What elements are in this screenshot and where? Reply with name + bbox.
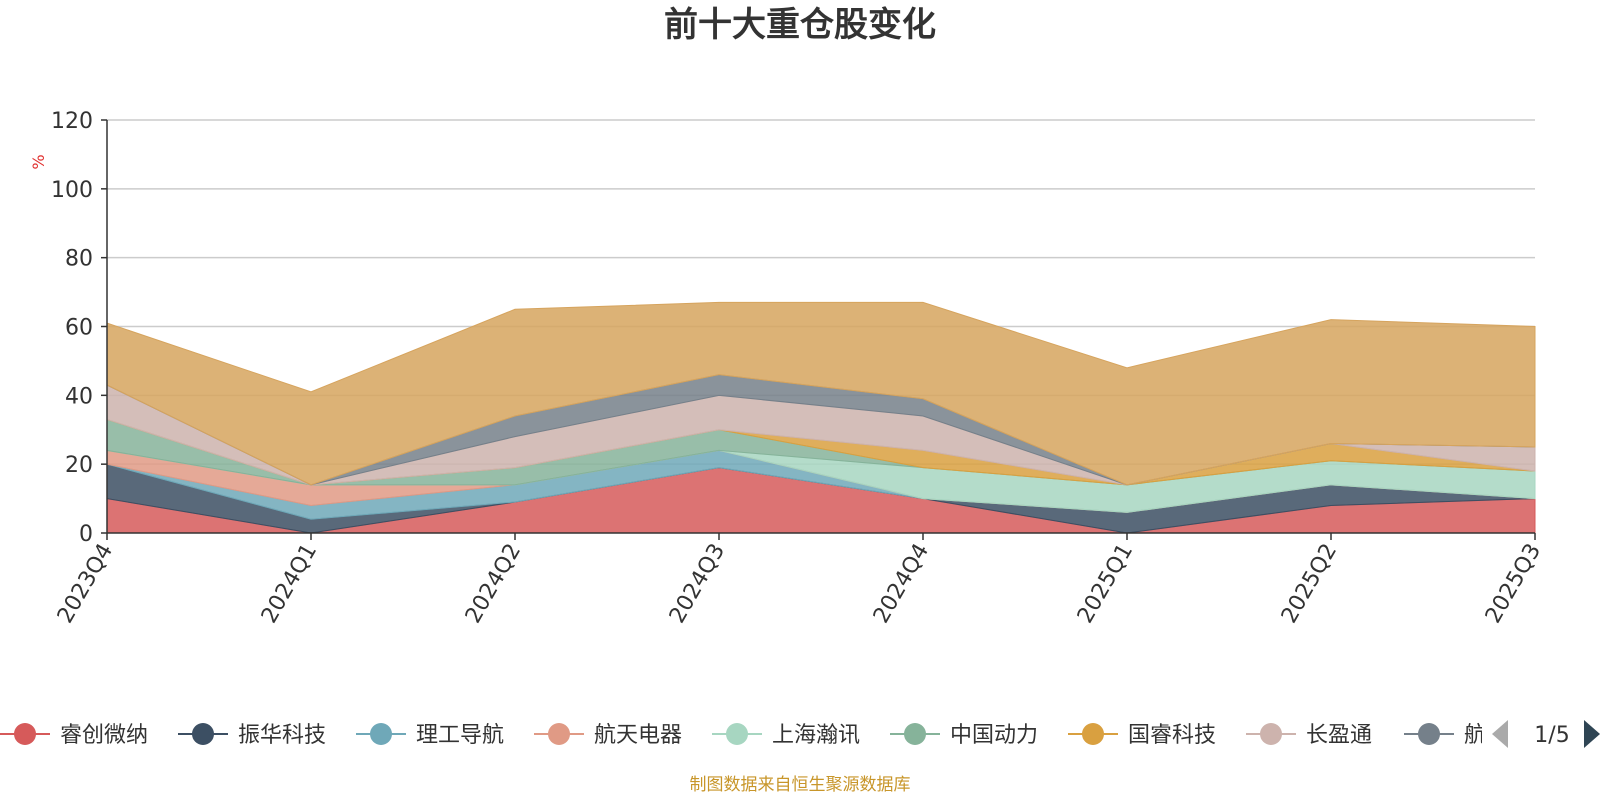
legend-marker [14, 723, 36, 745]
legend-label: 航天南湖 [1464, 723, 1552, 748]
x-tick-label: 2025Q1 [1073, 540, 1138, 628]
legend-label: 上海瀚讯 [772, 723, 860, 748]
y-tick-label: 100 [51, 178, 93, 203]
x-tick-label: 2024Q4 [869, 540, 934, 628]
x-tick-label: 2025Q2 [1277, 540, 1342, 628]
legend-label: 睿创微纳 [60, 723, 148, 748]
y-axis-unit: % [29, 154, 48, 169]
legend-marker [904, 723, 926, 745]
x-tick-label: 2024Q1 [257, 540, 322, 628]
legend-marker [548, 723, 570, 745]
y-tick-label: 80 [65, 247, 93, 272]
legend-item[interactable]: 振华科技 [178, 723, 326, 748]
legend-marker [192, 723, 214, 745]
x-tick-label: 2025Q3 [1481, 540, 1546, 628]
legend-item[interactable]: 航天电器 [534, 723, 682, 748]
legend-label: 航天电器 [594, 723, 682, 748]
x-tick-label: 2024Q2 [461, 540, 526, 628]
legend-next-page-icon[interactable] [1584, 720, 1600, 748]
y-tick-label: 20 [65, 453, 93, 478]
area-series-9 [106, 301, 1536, 486]
legend-item[interactable]: 国睿科技 [1068, 723, 1216, 748]
legend-item[interactable]: 长盈通 [1246, 723, 1372, 748]
y-tick-label: 60 [65, 316, 93, 341]
data-source-note: 制图数据来自恒生聚源数据库 [690, 775, 911, 795]
stacked-areas [106, 301, 1536, 534]
y-tick-label: 120 [51, 109, 93, 134]
legend-marker [726, 723, 748, 745]
legend-label: 国睿科技 [1128, 723, 1216, 748]
legend-items: 睿创微纳 振华科技 理工导航 航天电器 上海瀚讯 中国动力 国睿科技 长盈通 航天南湖 [0, 723, 1552, 748]
legend-label: 长盈通 [1306, 723, 1372, 748]
legend-marker [370, 723, 392, 745]
chart-title: 前十大重仓股变化 [664, 5, 936, 45]
legend-page-indicator: 1/5 [1534, 723, 1569, 748]
legend-item[interactable]: 睿创微纳 [0, 723, 148, 748]
legend-item[interactable]: 航天南湖 [1404, 723, 1552, 748]
legend-marker [1260, 723, 1282, 745]
legend-item[interactable]: 上海瀚讯 [712, 723, 860, 748]
x-tick-label: 2024Q3 [665, 540, 730, 628]
legend-marker [1418, 723, 1440, 745]
legend-label: 中国动力 [950, 723, 1038, 748]
legend-item[interactable]: 中国动力 [890, 723, 1038, 748]
y-tick-label: 0 [79, 522, 93, 547]
legend-label: 振华科技 [238, 723, 326, 748]
x-tick-label: 2023Q4 [53, 540, 118, 628]
legend-item[interactable]: 理工导航 [356, 723, 504, 748]
y-tick-label: 40 [65, 384, 93, 409]
legend-prev-page-icon[interactable] [1492, 720, 1508, 748]
legend-marker [1082, 723, 1104, 745]
legend-label: 理工导航 [416, 723, 504, 748]
